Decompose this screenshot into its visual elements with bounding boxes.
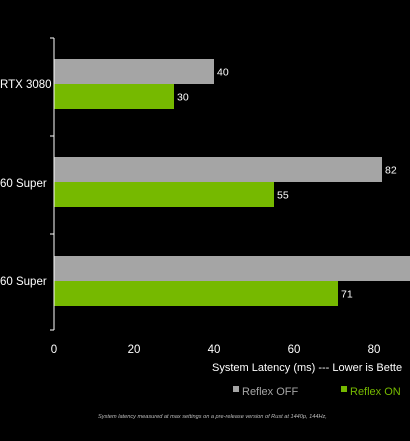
- footnote: System latency measured at max settings …: [98, 414, 327, 420]
- bar-reflex-off: [54, 157, 382, 182]
- x-tick-label: 40: [208, 344, 221, 356]
- bar-reflex-on: [54, 182, 274, 207]
- data-label: 71: [341, 289, 353, 301]
- legend-swatch: [341, 386, 347, 392]
- legend-label: Reflex ON: [350, 386, 401, 398]
- x-tick-label: 80: [368, 344, 381, 356]
- labels-layer: RTX 3080 40 30 60 Super 82 55 60 Super 71 0 20 40 6…: [0, 67, 397, 357]
- legend: Reflex OFF Reflex ON: [233, 386, 401, 398]
- data-label: 55: [277, 190, 289, 202]
- legend-label: Reflex OFF: [242, 386, 299, 398]
- bar-reflex-on: [54, 84, 174, 109]
- x-axis-title: System Latency (ms) --- Lower is Bette: [212, 362, 402, 374]
- x-tick-label: 60: [288, 344, 301, 356]
- category-label: 60 Super: [0, 178, 47, 190]
- data-label: 82: [385, 165, 397, 177]
- bar-reflex-off: [54, 59, 214, 84]
- data-label: 30: [177, 92, 189, 104]
- axis-layer: [50, 37, 55, 331]
- legend-swatch: [233, 386, 239, 392]
- bar-reflex-on: [54, 281, 338, 306]
- category-label: RTX 3080: [0, 79, 52, 91]
- x-tick-label: 0: [51, 344, 57, 356]
- bar-reflex-off: [54, 256, 410, 281]
- x-tick-label: 20: [128, 344, 141, 356]
- category-label: 60 Super: [0, 276, 47, 288]
- bars-layer: [54, 59, 410, 306]
- data-label: 40: [217, 67, 229, 79]
